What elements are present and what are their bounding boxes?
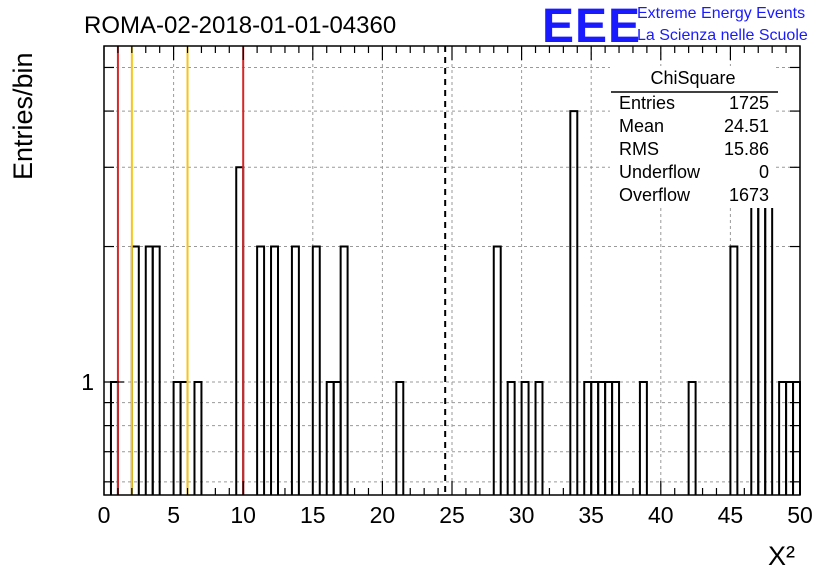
histogram-bin <box>785 381 795 495</box>
logo-line-1: Extreme Energy Events <box>637 5 805 22</box>
histogram-bin <box>109 381 119 495</box>
stats-row-label: Overflow <box>619 185 691 205</box>
x-tick-label: 0 <box>98 502 111 528</box>
histogram-bin <box>597 381 607 495</box>
histogram-bin <box>569 110 579 495</box>
histogram-bin <box>290 245 300 495</box>
stats-row-value: 1725 <box>729 93 769 113</box>
x-tick-label: 10 <box>230 502 256 528</box>
histogram-bin <box>506 381 516 495</box>
histogram-bin <box>395 381 405 495</box>
histogram-bin <box>151 245 161 495</box>
y-axis-label: Entries/bin <box>8 52 38 180</box>
axes: 0 5 10 15 20 25 30 35 40 45 50 1 <box>81 45 813 528</box>
histogram-bin <box>604 381 614 495</box>
histogram-bin <box>179 381 189 495</box>
histogram-bin <box>311 245 321 495</box>
x-tick-label: 25 <box>439 502 465 528</box>
histogram-bin <box>339 245 349 495</box>
x-axis-label: X² <box>768 541 795 571</box>
stats-row-value: 0 <box>759 162 769 182</box>
histogram-bin <box>520 381 530 495</box>
stats-row-label: RMS <box>619 139 659 159</box>
histogram-bin <box>792 381 801 495</box>
stats-row-value: 1673 <box>729 185 769 205</box>
x-tick-label: 5 <box>167 502 180 528</box>
x-tick-label: 20 <box>370 502 396 528</box>
histogram-bin <box>534 381 544 495</box>
stats-box: ChiSquare Entries 1725 Mean 24.51 RMS 15.86 Un… <box>610 66 778 208</box>
histogram-bin <box>687 381 697 495</box>
histogram-bin <box>778 381 788 495</box>
histogram-bin <box>270 245 279 495</box>
histogram-bin <box>144 245 154 495</box>
stats-box-background <box>610 66 776 208</box>
stats-row-label: Mean <box>619 116 664 136</box>
stats-box-title: ChiSquare <box>650 68 735 88</box>
histogram-bin <box>638 381 648 495</box>
x-tick-label: 45 <box>718 502 744 528</box>
eee-logo-mark: EEE <box>542 0 641 53</box>
logo: EEE Extreme Energy Events La Scienza nel… <box>542 0 808 53</box>
histogram-bin <box>193 381 203 495</box>
x-tick-label: 40 <box>648 502 674 528</box>
x-tick-label: 50 <box>787 502 813 528</box>
histogram-bin <box>172 381 182 495</box>
x-tick-label: 15 <box>300 502 326 528</box>
histogram-bin <box>332 381 342 495</box>
histogram-bin <box>325 381 335 495</box>
histogram-bin <box>583 381 593 495</box>
stats-row-value: 15.86 <box>724 139 769 159</box>
y-tick-label: 1 <box>81 369 94 395</box>
stats-row-label: Underflow <box>619 162 701 182</box>
histogram-bin <box>590 381 600 495</box>
x-tick-label: 35 <box>578 502 604 528</box>
histogram-bin <box>256 245 266 495</box>
histogram-bin <box>130 245 140 495</box>
histogram-bin <box>750 166 760 495</box>
x-tick-label: 30 <box>509 502 535 528</box>
grid <box>104 46 800 495</box>
reference-lines <box>116 46 447 495</box>
histogram-bin <box>492 245 502 495</box>
stats-row-label: Entries <box>619 93 675 113</box>
histogram-bin <box>764 166 774 495</box>
histogram-bin <box>235 166 245 495</box>
histogram-bin <box>729 245 739 495</box>
histogram-bin <box>611 381 621 495</box>
logo-line-2: La Scienza nelle Scuole <box>637 27 808 44</box>
stats-row-value: 24.51 <box>724 116 769 136</box>
chart-title: ROMA-02-2018-01-01-04360 <box>84 12 396 39</box>
